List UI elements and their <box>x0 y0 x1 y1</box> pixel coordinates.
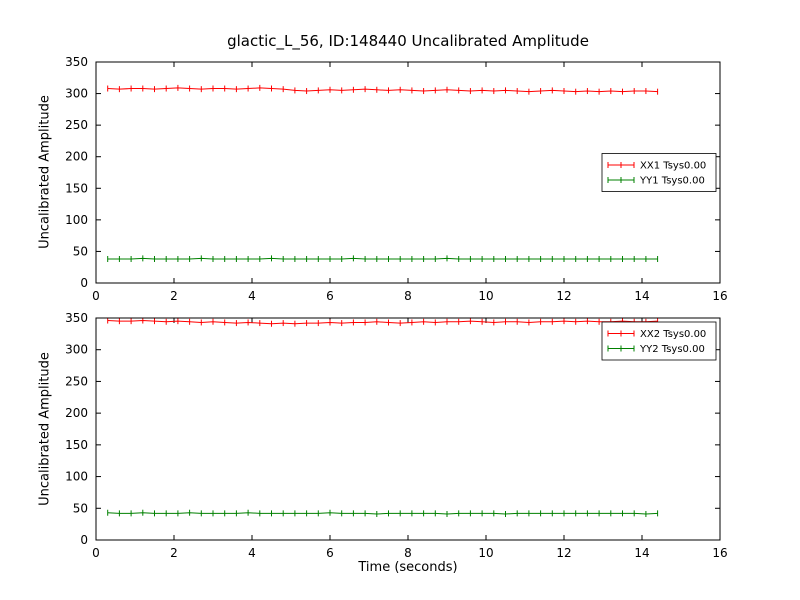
x-tick-label: 12 <box>556 289 571 303</box>
x-tick-label: 2 <box>170 546 178 560</box>
x-tick-label: 0 <box>92 289 100 303</box>
x-tick-label: 10 <box>478 289 493 303</box>
y-tick-label: 250 <box>65 374 88 388</box>
y-tick-label: 100 <box>65 470 88 484</box>
legend: XX2 Tsys0.00 YY2 Tsys0.00 <box>601 321 717 361</box>
y-tick-label: 100 <box>65 213 88 227</box>
subplot-2: 0 2 4 6 8 10 12 14 16 0 50 100 150 200 250 300 350 XX2 Ts… <box>65 311 728 560</box>
series-line <box>107 512 658 515</box>
x-tick-label: 4 <box>248 546 256 560</box>
y-tick-label: 50 <box>73 244 88 258</box>
series-line <box>107 320 658 325</box>
x-tick-label: 2 <box>170 289 178 303</box>
x-axis-label: Time (seconds) <box>358 560 458 575</box>
x-tick-label: 4 <box>248 289 256 303</box>
y-tick-label: 150 <box>65 438 88 452</box>
axes-border <box>95 61 721 284</box>
legend-label: YY2 Tsys0.00 <box>639 344 705 355</box>
x-tick-label: 14 <box>634 546 649 560</box>
legend-label: YY1 Tsys0.00 <box>639 176 705 187</box>
legend-label: XX2 Tsys0.00 <box>640 329 706 340</box>
legend-box <box>601 321 717 361</box>
y-tick-label: 350 <box>65 311 88 325</box>
y-tick-label: 50 <box>73 501 88 515</box>
y-tick-label: 300 <box>65 343 88 357</box>
x-tick-label: 8 <box>404 289 412 303</box>
legend-label: XX1 Tsys0.00 <box>640 161 706 172</box>
y-tick-label: 200 <box>65 150 88 164</box>
y-tick-label: 150 <box>65 181 88 195</box>
x-tick-label: 0 <box>92 546 100 560</box>
x-tick-label: 8 <box>404 546 412 560</box>
y-tick-label: 350 <box>65 55 88 69</box>
y-axis-label-top: Uncalibrated Amplitude <box>37 95 53 249</box>
legend-box <box>601 153 717 192</box>
series-line <box>107 87 658 93</box>
subplot-1: 0 2 4 6 8 10 12 14 16 0 50 100 150 200 250 300 350 XX1 Ts… <box>65 55 728 303</box>
x-tick-label: 14 <box>634 289 649 303</box>
figure-title: glactic_L_56, ID:148440 Uncalibrated Amp… <box>227 32 589 50</box>
axes-border <box>95 317 721 541</box>
x-tick-label: 10 <box>478 546 493 560</box>
y-tick-label: 250 <box>65 118 88 132</box>
legend: XX1 Tsys0.00 YY1 Tsys0.00 <box>601 153 717 192</box>
x-tick-label: 16 <box>712 546 727 560</box>
x-tick-label: 6 <box>326 546 334 560</box>
x-tick-label: 6 <box>326 289 334 303</box>
series-line <box>107 257 658 260</box>
x-tick-label: 12 <box>556 546 571 560</box>
x-tick-label: 16 <box>712 289 727 303</box>
y-axis-label-bottom: Uncalibrated Amplitude <box>37 352 53 506</box>
y-tick-label: 0 <box>80 276 88 290</box>
y-tick-label: 300 <box>65 87 88 101</box>
y-tick-label: 200 <box>65 406 88 420</box>
y-tick-label: 0 <box>80 533 88 547</box>
